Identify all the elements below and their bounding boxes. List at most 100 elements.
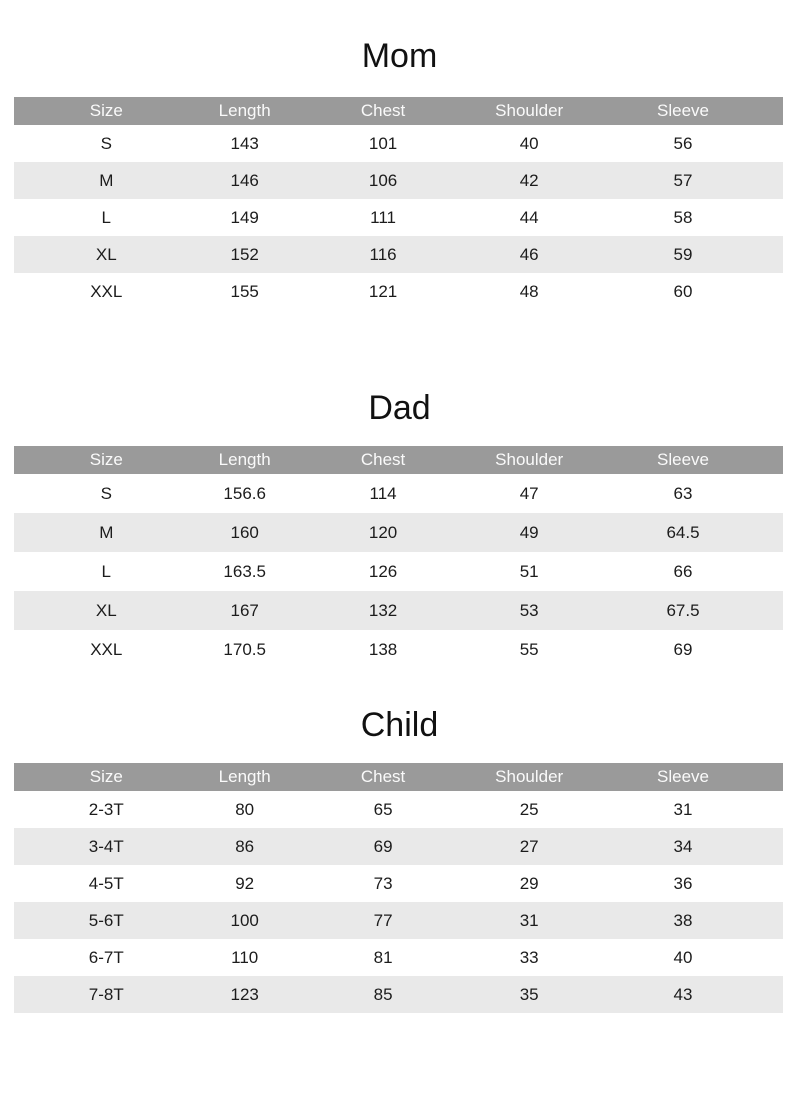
table-header-row: Size Length Chest Shoulder Sleeve [14, 763, 783, 791]
size-table-mom: Size Length Chest Shoulder Sleeve S 143 … [14, 97, 783, 310]
table-row: XXL 170.5 138 55 69 [14, 630, 783, 669]
cell-length: 163.5 [223, 561, 266, 581]
cell-size: XL [95, 244, 117, 264]
column-header-length: Length [198, 763, 291, 791]
cell-sleeve: 34 [673, 836, 693, 856]
table-row: XL 167 132 53 67.5 [14, 591, 783, 630]
cell-chest: 121 [368, 281, 398, 301]
cell-shoulder: 51 [519, 561, 539, 581]
column-header-sleeve: Sleeve [583, 763, 783, 791]
cell-chest: 73 [373, 873, 393, 893]
cell-sleeve: 66 [673, 561, 693, 581]
cell-chest: 106 [368, 170, 398, 190]
cell-chest: 132 [368, 600, 398, 620]
cell-shoulder: 40 [519, 133, 539, 153]
table-row: M 160 120 49 64.5 [14, 513, 783, 552]
table-row: S 143 101 40 56 [14, 125, 783, 162]
cell-sleeve: 40 [673, 947, 693, 967]
size-table-dad: Size Length Chest Shoulder Sleeve S 156.… [14, 446, 783, 669]
cell-chest: 120 [368, 522, 398, 542]
column-header-size: Size [14, 763, 199, 791]
cell-shoulder: 49 [519, 522, 539, 542]
cell-size: 4-5T [88, 873, 124, 893]
cell-shoulder: 44 [519, 207, 539, 227]
cell-length: 167 [230, 600, 259, 620]
cell-sleeve: 60 [673, 281, 693, 301]
section-title-mom: Mom [361, 37, 438, 75]
cell-shoulder: 25 [519, 799, 539, 819]
size-chart-document: Mom Size Length Chest Shoulder Sleeve S … [0, 36, 799, 1013]
cell-chest: 69 [373, 836, 393, 856]
cell-length: 86 [235, 836, 255, 856]
cell-length: 80 [235, 799, 255, 819]
cell-shoulder: 33 [519, 947, 539, 967]
cell-length: 155 [230, 281, 259, 301]
table-header-row: Size Length Chest Shoulder Sleeve [14, 97, 783, 125]
section-title-dad: Dad [368, 389, 431, 427]
cell-sleeve: 58 [673, 207, 693, 227]
cell-sleeve: 69 [673, 639, 693, 659]
cell-sleeve: 67.5 [666, 600, 700, 620]
cell-size: M [99, 522, 114, 542]
column-header-chest: Chest [290, 446, 476, 474]
cell-sleeve: 59 [673, 244, 693, 264]
cell-shoulder: 53 [519, 600, 539, 620]
column-header-sleeve: Sleeve [583, 446, 783, 474]
cell-size: 2-3T [88, 799, 124, 819]
column-header-shoulder: Shoulder [475, 446, 584, 474]
cell-length: 152 [230, 244, 259, 264]
cell-sleeve: 64.5 [666, 522, 700, 542]
cell-shoulder: 48 [519, 281, 539, 301]
cell-shoulder: 31 [519, 910, 539, 930]
size-chart-page: { "colors": { "header_bg": "#9a9a9a", "h… [0, 36, 799, 1104]
cell-size: S [100, 133, 112, 153]
cell-size: XXL [90, 639, 123, 659]
section-title-child: Child [360, 706, 439, 744]
size-table-child: Size Length Chest Shoulder Sleeve 2-3T 8… [14, 763, 783, 1013]
column-header-chest: Chest [290, 97, 476, 125]
cell-shoulder: 27 [519, 836, 539, 856]
cell-size: M [99, 170, 114, 190]
table-row: XL 152 116 46 59 [14, 236, 783, 273]
cell-size: L [101, 207, 111, 227]
section-mom: Mom Size Length Chest Shoulder Sleeve S … [0, 36, 799, 310]
cell-length: 92 [235, 873, 255, 893]
cell-chest: 138 [368, 639, 398, 659]
table-row: 2-3T 80 65 25 31 [14, 791, 783, 828]
cell-sleeve: 57 [673, 170, 693, 190]
cell-length: 143 [230, 133, 259, 153]
cell-shoulder: 35 [519, 984, 539, 1004]
cell-shoulder: 29 [519, 873, 539, 893]
cell-sleeve: 63 [673, 483, 693, 503]
cell-size: L [101, 561, 111, 581]
cell-chest: 101 [368, 133, 398, 153]
cell-chest: 114 [369, 483, 397, 503]
table-row: L 149 111 44 58 [14, 199, 783, 236]
cell-sleeve: 36 [673, 873, 693, 893]
cell-size: 5-6T [88, 910, 124, 930]
cell-length: 146 [230, 170, 259, 190]
table-row: 6-7T 110 81 33 40 [14, 939, 783, 976]
cell-shoulder: 47 [519, 483, 539, 503]
column-header-size: Size [14, 446, 199, 474]
table-row: 3-4T 86 69 27 34 [14, 828, 783, 865]
cell-size: XL [95, 600, 117, 620]
cell-length: 156.6 [223, 483, 266, 503]
column-header-size: Size [14, 97, 199, 125]
cell-chest: 81 [373, 947, 393, 967]
cell-chest: 65 [373, 799, 393, 819]
column-header-shoulder: Shoulder [475, 97, 584, 125]
cell-size: XXL [90, 281, 123, 301]
cell-size: 6-7T [88, 947, 124, 967]
table-row: 7-8T 123 85 35 43 [14, 976, 783, 1013]
cell-sleeve: 38 [673, 910, 693, 930]
cell-chest: 126 [368, 561, 398, 581]
table-header-row: Size Length Chest Shoulder Sleeve [14, 446, 783, 474]
table-row: 5-6T 100 77 31 38 [14, 902, 783, 939]
cell-length: 149 [230, 207, 259, 227]
cell-length: 123 [230, 984, 259, 1004]
cell-chest: 111 [370, 207, 396, 227]
section-dad: Dad Size Length Chest Shoulder Sleeve S … [0, 388, 799, 669]
cell-length: 110 [231, 947, 259, 967]
cell-size: S [100, 483, 112, 503]
